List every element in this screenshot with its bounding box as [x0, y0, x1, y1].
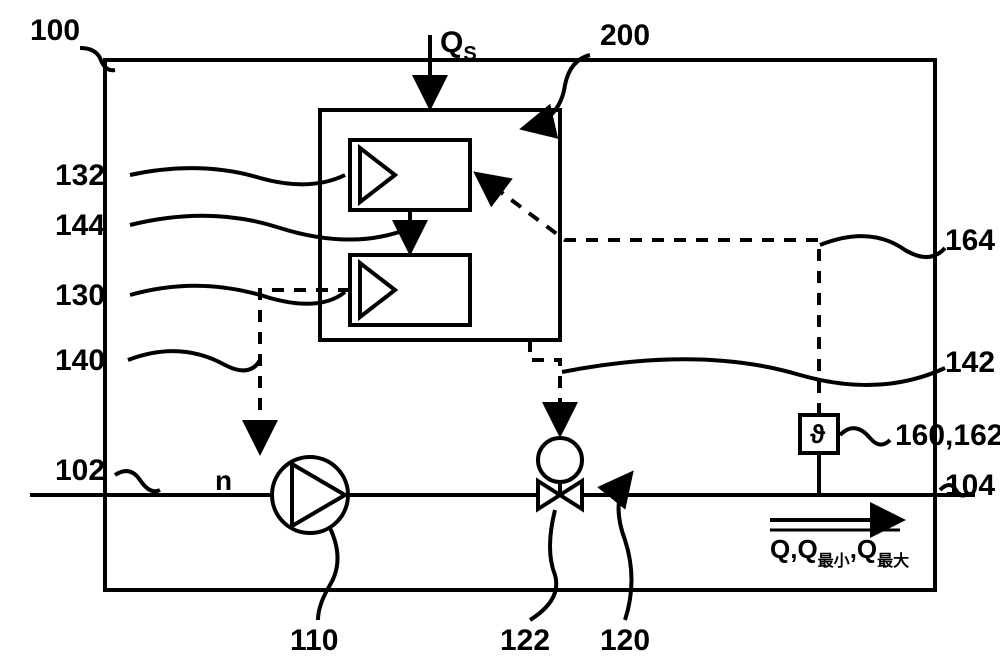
- block-132: [350, 140, 470, 210]
- label-144: 144: [55, 209, 105, 242]
- label-142: 142: [945, 346, 995, 379]
- outer-enclosure: [105, 60, 935, 590]
- schematic-diagram: 100 200 132 144 130 140 102 164 142 160,…: [0, 0, 1000, 661]
- label-theta: ϑ: [810, 419, 826, 449]
- leader-200: [525, 55, 590, 128]
- signal-142: [530, 340, 560, 432]
- label-160162: 160,162: [895, 419, 1000, 452]
- label-104: 104: [945, 469, 995, 502]
- label-140: 140: [55, 344, 105, 377]
- label-132: 132: [55, 159, 105, 192]
- leader-130: [130, 286, 345, 304]
- leader-144: [130, 216, 405, 240]
- label-200: 200: [600, 19, 650, 52]
- pump-symbol: [272, 457, 348, 533]
- controller-box: [320, 110, 560, 340]
- leader-110: [318, 528, 338, 620]
- leader-122: [530, 510, 556, 620]
- leader-142: [562, 359, 945, 385]
- block-130: [350, 255, 470, 325]
- leader-140: [128, 351, 260, 370]
- leader-164: [820, 236, 945, 257]
- label-120: 120: [600, 624, 650, 657]
- label-122: 122: [500, 624, 550, 657]
- leader-160162: [840, 428, 890, 444]
- block-132-triangle: [360, 148, 395, 202]
- label-164: 164: [945, 224, 995, 257]
- label-n: n: [215, 465, 232, 496]
- label-102: 102: [55, 454, 105, 487]
- label-flow: Q,Q最小,Q最大: [770, 534, 909, 570]
- label-130: 130: [55, 279, 105, 312]
- leader-132: [130, 168, 345, 184]
- signal-164: [478, 175, 819, 415]
- label-110: 110: [290, 624, 338, 657]
- label-100: 100: [30, 14, 80, 47]
- block-130-triangle: [360, 263, 395, 317]
- leader-102: [115, 471, 160, 491]
- valve-actuator: [538, 438, 582, 482]
- signal-140: [260, 290, 350, 450]
